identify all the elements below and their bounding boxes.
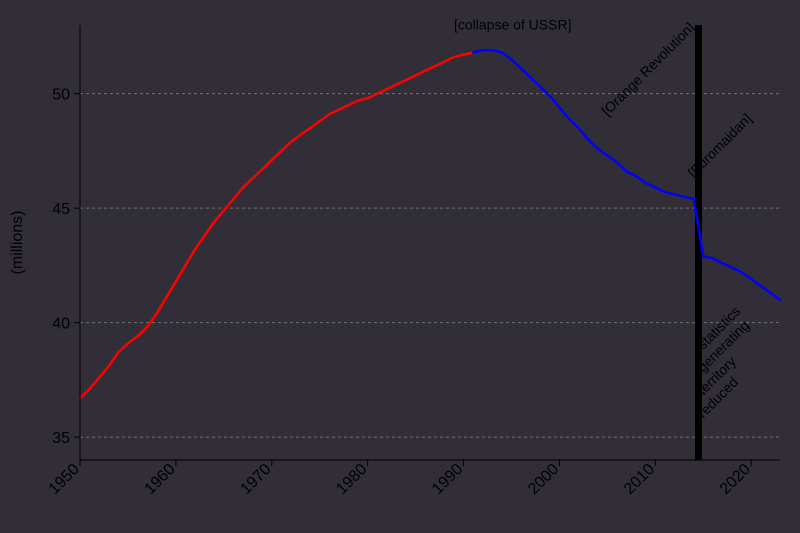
y-axis-label: (millions) xyxy=(9,211,26,275)
y-tick-label: 40 xyxy=(52,316,70,333)
population-chart: 3540455019501960197019801990200020102020… xyxy=(0,0,800,533)
y-tick-label: 35 xyxy=(52,430,70,447)
annotation-ussr: [collapse of USSR] xyxy=(454,17,572,33)
y-tick-label: 45 xyxy=(52,201,70,218)
y-tick-label: 50 xyxy=(52,87,70,104)
